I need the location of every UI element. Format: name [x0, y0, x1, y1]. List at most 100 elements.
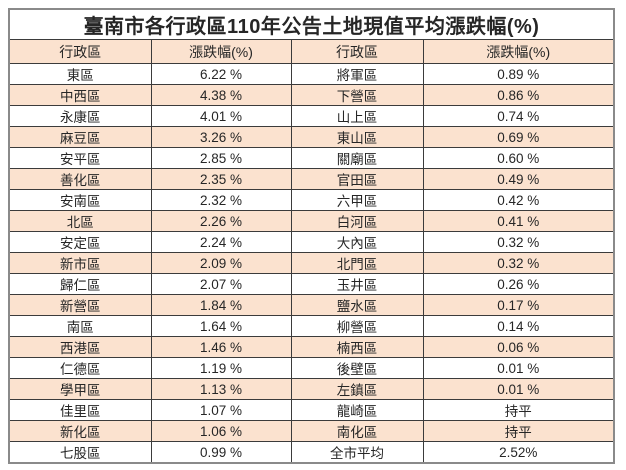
district-cell: 鹽水區 — [290, 294, 424, 316]
district-cell: 玉井區 — [290, 273, 424, 295]
district-cell: 七股區 — [8, 441, 152, 464]
district-cell: 官田區 — [290, 168, 424, 190]
value-cell: 2.26 % — [150, 210, 292, 232]
table-row: 佳里區 1.07 % 龍崎區 持平 — [8, 399, 615, 421]
value-cell: 持平 — [422, 399, 615, 421]
table-row: 北區 2.26 % 白河區 0.41 % — [8, 210, 615, 232]
district-cell: 左鎮區 — [290, 378, 424, 400]
table-row: 新營區 1.84 % 鹽水區 0.17 % — [8, 294, 615, 316]
table-title: 臺南市各行政區110年公告土地現值平均漲跌幅(%) — [8, 8, 615, 40]
value-cell: 6.22 % — [150, 63, 292, 85]
value-cell: 0.99 % — [150, 441, 292, 464]
title-row: 臺南市各行政區110年公告土地現值平均漲跌幅(%) — [8, 8, 615, 40]
value-cell: 2.09 % — [150, 252, 292, 274]
value-cell: 0.69 % — [422, 126, 615, 148]
district-cell: 將軍區 — [290, 63, 424, 85]
header-district-right: 行政區 — [290, 39, 424, 64]
district-cell: 北區 — [8, 210, 152, 232]
district-cell: 龍崎區 — [290, 399, 424, 421]
table-row: 七股區 0.99 % 全市平均 2.52% — [8, 441, 615, 464]
table-row: 善化區 2.35 % 官田區 0.49 % — [8, 168, 615, 190]
table-row: 安平區 2.85 % 關廟區 0.60 % — [8, 147, 615, 169]
land-value-table: 臺南市各行政區110年公告土地現值平均漲跌幅(%) 行政區 漲跌幅(%) 行政區… — [8, 8, 615, 464]
district-cell: 安平區 — [8, 147, 152, 169]
header-row: 行政區 漲跌幅(%) 行政區 漲跌幅(%) — [8, 39, 615, 64]
value-cell: 2.07 % — [150, 273, 292, 295]
table-row: 西港區 1.46 % 楠西區 0.06 % — [8, 336, 615, 358]
district-cell: 中西區 — [8, 84, 152, 106]
district-cell: 後壁區 — [290, 357, 424, 379]
district-cell: 白河區 — [290, 210, 424, 232]
value-cell: 0.89 % — [422, 63, 615, 85]
value-cell: 0.86 % — [422, 84, 615, 106]
district-cell: 善化區 — [8, 168, 152, 190]
value-cell: 2.52% — [422, 441, 615, 464]
value-cell: 0.01 % — [422, 357, 615, 379]
district-cell: 永康區 — [8, 105, 152, 127]
value-cell: 0.32 % — [422, 252, 615, 274]
value-cell: 1.06 % — [150, 420, 292, 442]
value-cell: 2.85 % — [150, 147, 292, 169]
value-cell: 1.46 % — [150, 336, 292, 358]
value-cell: 0.49 % — [422, 168, 615, 190]
value-cell: 1.64 % — [150, 315, 292, 337]
value-cell: 1.19 % — [150, 357, 292, 379]
district-cell: 六甲區 — [290, 189, 424, 211]
value-cell: 0.41 % — [422, 210, 615, 232]
district-cell: 山上區 — [290, 105, 424, 127]
district-cell: 大內區 — [290, 231, 424, 253]
district-cell: 安南區 — [8, 189, 152, 211]
district-cell: 學甲區 — [8, 378, 152, 400]
district-cell: 全市平均 — [290, 441, 424, 464]
district-cell: 西港區 — [8, 336, 152, 358]
value-cell: 2.24 % — [150, 231, 292, 253]
table-row: 安南區 2.32 % 六甲區 0.42 % — [8, 189, 615, 211]
value-cell: 4.38 % — [150, 84, 292, 106]
value-cell: 2.32 % — [150, 189, 292, 211]
district-cell: 南化區 — [290, 420, 424, 442]
value-cell: 2.35 % — [150, 168, 292, 190]
table-row: 新市區 2.09 % 北門區 0.32 % — [8, 252, 615, 274]
value-cell: 1.13 % — [150, 378, 292, 400]
table-body: 東區 6.22 % 將軍區 0.89 % 中西區 4.38 % 下營區 0.86 % 永康區 4.… — [8, 63, 615, 464]
value-cell: 持平 — [422, 420, 615, 442]
value-cell: 1.07 % — [150, 399, 292, 421]
value-cell: 0.74 % — [422, 105, 615, 127]
value-cell: 0.14 % — [422, 315, 615, 337]
value-cell: 0.32 % — [422, 231, 615, 253]
district-cell: 安定區 — [8, 231, 152, 253]
district-cell: 歸仁區 — [8, 273, 152, 295]
district-cell: 新市區 — [8, 252, 152, 274]
district-cell: 南區 — [8, 315, 152, 337]
value-cell: 0.60 % — [422, 147, 615, 169]
district-cell: 新化區 — [8, 420, 152, 442]
district-cell: 關廟區 — [290, 147, 424, 169]
district-cell: 柳營區 — [290, 315, 424, 337]
value-cell: 1.84 % — [150, 294, 292, 316]
table-row: 東區 6.22 % 將軍區 0.89 % — [8, 63, 615, 85]
table-row: 歸仁區 2.07 % 玉井區 0.26 % — [8, 273, 615, 295]
header-district-left: 行政區 — [8, 39, 152, 64]
table-row: 新化區 1.06 % 南化區 持平 — [8, 420, 615, 442]
table-row: 仁德區 1.19 % 後壁區 0.01 % — [8, 357, 615, 379]
district-cell: 東山區 — [290, 126, 424, 148]
district-cell: 佳里區 — [8, 399, 152, 421]
header-change-right: 漲跌幅(%) — [422, 39, 615, 64]
value-cell: 0.01 % — [422, 378, 615, 400]
table-row: 永康區 4.01 % 山上區 0.74 % — [8, 105, 615, 127]
table-row: 安定區 2.24 % 大內區 0.32 % — [8, 231, 615, 253]
value-cell: 0.17 % — [422, 294, 615, 316]
district-cell: 東區 — [8, 63, 152, 85]
table-row: 學甲區 1.13 % 左鎮區 0.01 % — [8, 378, 615, 400]
value-cell: 0.26 % — [422, 273, 615, 295]
district-cell: 下營區 — [290, 84, 424, 106]
value-cell: 4.01 % — [150, 105, 292, 127]
table-row: 中西區 4.38 % 下營區 0.86 % — [8, 84, 615, 106]
district-cell: 新營區 — [8, 294, 152, 316]
table-row: 麻豆區 3.26 % 東山區 0.69 % — [8, 126, 615, 148]
header-change-left: 漲跌幅(%) — [150, 39, 292, 64]
value-cell: 3.26 % — [150, 126, 292, 148]
district-cell: 麻豆區 — [8, 126, 152, 148]
value-cell: 0.06 % — [422, 336, 615, 358]
district-cell: 仁德區 — [8, 357, 152, 379]
